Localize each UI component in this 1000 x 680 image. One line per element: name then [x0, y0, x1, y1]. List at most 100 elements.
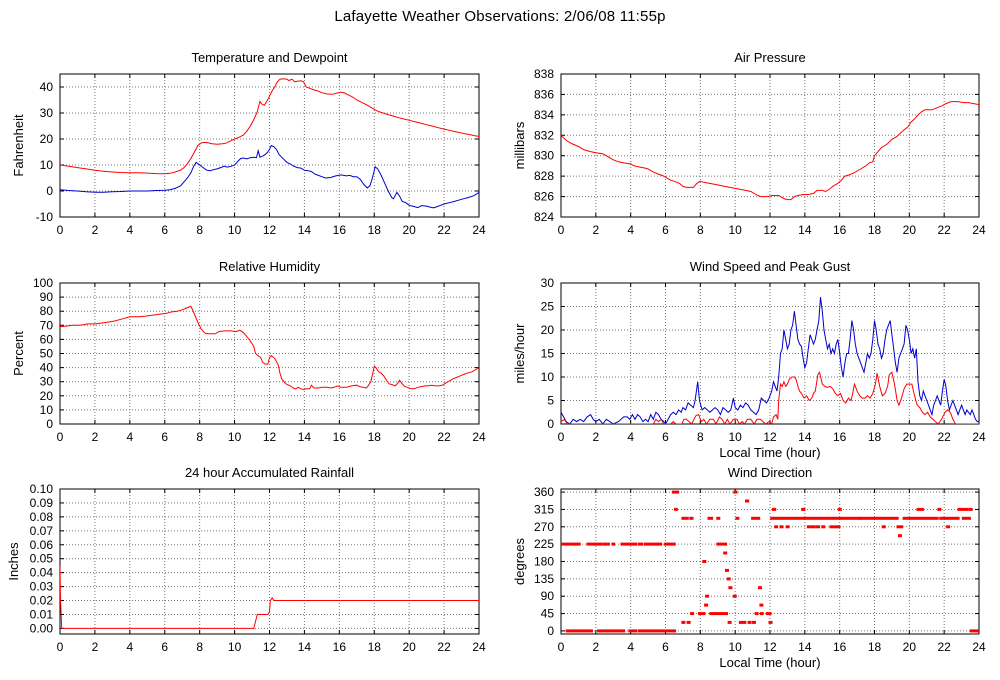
series-group: [60, 78, 479, 209]
svg-text:60: 60: [40, 332, 54, 346]
svg-text:40: 40: [40, 361, 54, 375]
svg-text:0.03: 0.03: [30, 580, 54, 594]
svg-text:0: 0: [46, 417, 53, 431]
chart-temperature-dewpoint: 0 2 4 6 8 10 12 14 16 18 20 22 24-10010203040Tempera…: [11, 50, 486, 237]
svg-text:0: 0: [547, 624, 554, 638]
svg-text:30: 30: [541, 276, 555, 290]
svg-text:10: 10: [728, 430, 742, 444]
svg-text:14: 14: [798, 430, 812, 444]
svg-text:0: 0: [57, 430, 64, 444]
plot-frame: [560, 282, 980, 425]
svg-text:2: 2: [92, 430, 99, 444]
series-group: [561, 297, 979, 424]
svg-text:90: 90: [541, 589, 555, 603]
svg-text:12: 12: [263, 430, 277, 444]
svg-text:0: 0: [57, 640, 64, 654]
x-tick-labels: 0 2 4 6 8 10 12 14 16 18 20 22 24: [558, 640, 986, 654]
svg-text:20: 20: [40, 389, 54, 403]
chart-relative-humidity: 0 2 4 6 8 10 12 14 16 18 20 22 240102030405060708090…: [11, 259, 486, 444]
svg-text:4: 4: [627, 640, 634, 654]
svg-text:22: 22: [937, 430, 951, 444]
svg-text:18: 18: [868, 430, 882, 444]
svg-text:22: 22: [437, 223, 451, 237]
series-group: [60, 565, 479, 629]
y-tick-labels: -10 0 10 20 30 40: [36, 80, 54, 224]
svg-text:8: 8: [196, 223, 203, 237]
svg-text:10: 10: [728, 223, 742, 237]
svg-text:22: 22: [437, 640, 451, 654]
svg-text:0.10: 0.10: [30, 482, 54, 496]
svg-text:24: 24: [472, 223, 486, 237]
x-axis-label: Local Time (hour): [719, 445, 820, 460]
svg-text:10: 10: [541, 370, 555, 384]
svg-text:10: 10: [228, 430, 242, 444]
svg-text:22: 22: [937, 223, 951, 237]
svg-text:4: 4: [126, 223, 133, 237]
svg-text:10: 10: [40, 403, 54, 417]
plot-frame: [560, 488, 980, 635]
svg-text:8: 8: [697, 430, 704, 444]
rainfall-line: [60, 565, 479, 629]
x-tick-labels: 0 2 4 6 8 10 12 14 16 18 20 22 24: [558, 223, 986, 237]
series-group: [60, 305, 479, 391]
svg-text:225: 225: [534, 537, 554, 551]
svg-text:16: 16: [333, 223, 347, 237]
svg-text:24: 24: [972, 223, 986, 237]
peak-gust-line: [561, 297, 979, 424]
svg-text:6: 6: [662, 640, 669, 654]
svg-text:12: 12: [763, 223, 777, 237]
svg-text:315: 315: [534, 502, 554, 516]
chart-title: Wind Speed and Peak Gust: [690, 259, 851, 274]
svg-text:8: 8: [196, 430, 203, 444]
y-axis-label: Inches: [6, 542, 21, 581]
svg-text:20: 20: [402, 223, 416, 237]
svg-text:10: 10: [728, 640, 742, 654]
svg-text:135: 135: [534, 572, 554, 586]
svg-text:832: 832: [534, 128, 554, 142]
svg-text:12: 12: [763, 640, 777, 654]
y-tick-labels: 0 45 90 135 180 225 270 315 360: [534, 485, 554, 638]
svg-text:834: 834: [534, 108, 554, 122]
y-tick-labels: 824 826 828 830 832 834 836 838: [534, 67, 554, 224]
svg-text:0.06: 0.06: [30, 538, 54, 552]
svg-text:360: 360: [534, 485, 554, 499]
x-tick-labels: 0 2 4 6 8 10 12 14 16 18 20 22 24: [57, 430, 486, 444]
svg-text:14: 14: [798, 223, 812, 237]
svg-text:14: 14: [298, 430, 312, 444]
svg-text:12: 12: [263, 223, 277, 237]
chart-air-pressure: 0 2 4 6 8 10 12 14 16 18 20 22 248248268288308328348…: [512, 50, 986, 237]
svg-text:5: 5: [547, 394, 554, 408]
svg-text:8: 8: [697, 223, 704, 237]
svg-text:16: 16: [833, 430, 847, 444]
svg-text:100: 100: [33, 276, 53, 290]
svg-text:20: 20: [402, 640, 416, 654]
svg-text:20: 20: [903, 430, 917, 444]
svg-text:20: 20: [40, 132, 54, 146]
plot-frame: [59, 73, 480, 218]
chart-title: 24 hour Accumulated Rainfall: [185, 465, 354, 480]
svg-text:16: 16: [833, 223, 847, 237]
svg-text:-10: -10: [36, 210, 54, 224]
svg-text:15: 15: [541, 347, 555, 361]
wind-speed-line: [561, 371, 979, 424]
chart-title: Temperature and Dewpoint: [191, 50, 347, 65]
svg-text:18: 18: [868, 223, 882, 237]
svg-text:4: 4: [126, 430, 133, 444]
svg-text:828: 828: [534, 169, 554, 183]
svg-text:0: 0: [558, 430, 565, 444]
svg-text:10: 10: [40, 158, 54, 172]
svg-text:14: 14: [298, 640, 312, 654]
svg-text:6: 6: [662, 430, 669, 444]
svg-text:50: 50: [40, 347, 54, 361]
svg-text:20: 20: [903, 223, 917, 237]
humidity-line: [60, 305, 479, 391]
svg-text:18: 18: [368, 430, 382, 444]
y-axis-label: Fahrenheit: [11, 114, 26, 177]
chart-title: Air Pressure: [734, 50, 806, 65]
svg-text:24: 24: [972, 430, 986, 444]
y-tick-labels: 0 5 10 15 20 25 30: [541, 276, 555, 431]
